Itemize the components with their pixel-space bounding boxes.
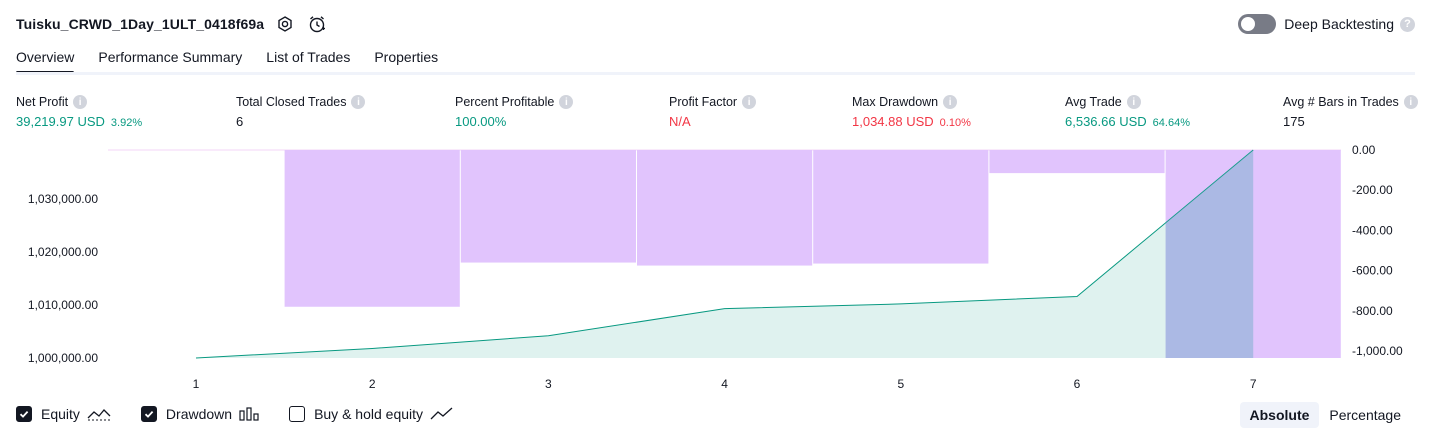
tab-overview[interactable]: Overview [16, 44, 75, 74]
x-axis-tick-label: 4 [721, 377, 728, 391]
alert-clock-icon[interactable] [306, 13, 328, 35]
tab-properties[interactable]: Properties [374, 49, 439, 65]
x-axis-tick-label: 1 [193, 377, 200, 391]
deep-backtesting-toggle[interactable] [1238, 14, 1277, 34]
left-axis-tick-label: 1,030,000.00 [28, 192, 98, 206]
info-icon[interactable]: i [73, 95, 88, 109]
metric-value: 175 [1283, 114, 1305, 129]
right-axis-tick-label: -200.00 [1352, 183, 1393, 197]
drawdown-checkbox[interactable]: Drawdown [140, 406, 259, 422]
drawdown-bar [989, 150, 1165, 174]
x-axis-tick-label: 7 [1250, 377, 1257, 391]
metric-avg-bars-in-trades: Avg # Bars in Trades i 175 [1283, 94, 1418, 129]
metric-avg-trade: Avg Trade i 6,536.66 USD 64.64% [1065, 94, 1190, 129]
info-icon[interactable]: i [1126, 95, 1141, 109]
drawdown-bar [813, 150, 989, 264]
metric-net-profit: Net Profit i 39,219.97 USD 3.92% [16, 94, 142, 129]
metric-value: 100.00% [455, 114, 507, 129]
left-axis-tick-label: 1,020,000.00 [28, 245, 98, 259]
scale-toggle: Absolute Percentage [1239, 402, 1412, 428]
metric-label: Total Closed Trades [236, 95, 347, 109]
metric-label: Profit Factor [669, 95, 738, 109]
left-axis: 1,030,000.00 1,020,000.00 1,010,000.00 1,00… [28, 192, 98, 365]
tab-divider [16, 72, 1415, 75]
area-series-icon [87, 407, 111, 421]
strategy-header: Tuisku_CRWD_1Day_1ULT_0418f69a [16, 12, 328, 36]
right-axis-tick-label: 0.00 [1352, 143, 1376, 157]
deep-backtesting: Deep Backtesting ? [1238, 12, 1415, 36]
metric-percent: 64.64% [1152, 117, 1190, 129]
chart-legend: Equity Drawdown Buy & hold equity [16, 402, 484, 426]
x-axis: 1 2 3 4 5 6 7 [193, 377, 1257, 391]
x-axis-tick-label: 5 [897, 377, 904, 391]
metric-percent: 3.92% [110, 117, 143, 129]
drawdown-bar [1165, 150, 1341, 358]
metric-label: Avg Trade [1065, 95, 1122, 109]
absolute-button[interactable]: Absolute [1239, 402, 1320, 428]
drawdown-bar [460, 150, 636, 263]
drawdown-bar [284, 150, 460, 307]
equity-area [196, 150, 1254, 358]
equity-label: Equity [41, 406, 80, 422]
checkbox-unchecked-icon[interactable] [289, 406, 306, 422]
help-icon[interactable]: ? [1400, 16, 1415, 32]
metric-value: N/A [669, 114, 691, 129]
info-icon[interactable]: i [1403, 95, 1418, 109]
info-icon[interactable]: i [351, 95, 366, 109]
metric-percent: 0.10% [939, 117, 971, 129]
equity-line [195, 149, 1254, 359]
line-series-icon [430, 407, 454, 421]
right-axis-tick-label: -1,000.00 [1352, 344, 1403, 358]
tab-performance-summary[interactable]: Performance Summary [98, 49, 243, 65]
metric-label: Net Profit [16, 95, 69, 109]
settings-icon[interactable] [274, 13, 296, 35]
metric-profit-factor: Profit Factor i N/A [669, 94, 757, 129]
column-series-icon [239, 407, 259, 421]
info-icon[interactable]: i [943, 95, 958, 109]
metric-max-drawdown: Max Drawdown i 1,034.88 USD 0.10% [852, 94, 971, 129]
metric-label: Max Drawdown [852, 95, 939, 109]
metric-percent-profitable: Percent Profitable i 100.00% [455, 94, 574, 129]
right-axis-tick-label: -800.00 [1352, 304, 1393, 318]
tab-list-of-trades[interactable]: List of Trades [266, 49, 351, 65]
equity-series [195, 149, 1254, 359]
equity-drawdown-chart: 1,030,000.00 1,020,000.00 1,010,000.00 1,00… [28, 143, 1403, 391]
equity-checkbox[interactable]: Equity [16, 406, 111, 422]
right-axis-tick-label: -400.00 [1352, 223, 1393, 237]
checkbox-checked-icon[interactable] [16, 406, 32, 422]
info-icon[interactable]: i [559, 95, 574, 109]
metric-total-closed-trades: Total Closed Trades i 6 [236, 94, 366, 129]
metric-value: 39,219.97 USD [16, 114, 105, 129]
buy-hold-equity-label: Buy & hold equity [314, 406, 424, 422]
strategy-title: Tuisku_CRWD_1Day_1ULT_0418f69a [16, 16, 265, 32]
metric-value: 6,536.66 USD [1065, 114, 1147, 129]
drawdown-label: Drawdown [165, 406, 233, 422]
info-icon[interactable]: i [742, 95, 757, 109]
right-axis: 0.00 -200.00 -400.00 -600.00 -800.00 -1,000.0… [1352, 143, 1403, 358]
drawdown-bar [637, 150, 813, 266]
percentage-button[interactable]: Percentage [1329, 407, 1401, 423]
deep-backtesting-label: Deep Backtesting [1284, 16, 1394, 32]
x-axis-tick-label: 6 [1074, 377, 1081, 391]
metric-label: Avg # Bars in Trades [1283, 95, 1399, 109]
tab-bar: Overview Performance Summary List of Tra… [16, 44, 462, 74]
x-axis-tick-label: 3 [545, 377, 552, 391]
metric-value: 1,034.88 USD [852, 114, 934, 129]
equity-drawdown-overlap [1165, 150, 1254, 358]
drawdown-bars [108, 149, 1341, 358]
buy-hold-equity-checkbox[interactable]: Buy & hold equity [289, 406, 454, 422]
metric-label: Percent Profitable [455, 95, 555, 109]
checkbox-checked-icon[interactable] [140, 406, 157, 422]
left-axis-tick-label: 1,010,000.00 [28, 298, 98, 312]
metric-value: 6 [236, 114, 244, 129]
left-axis-tick-label: 1,000,000.00 [28, 351, 98, 365]
x-axis-tick-label: 2 [369, 377, 376, 391]
right-axis-tick-label: -600.00 [1352, 264, 1393, 278]
